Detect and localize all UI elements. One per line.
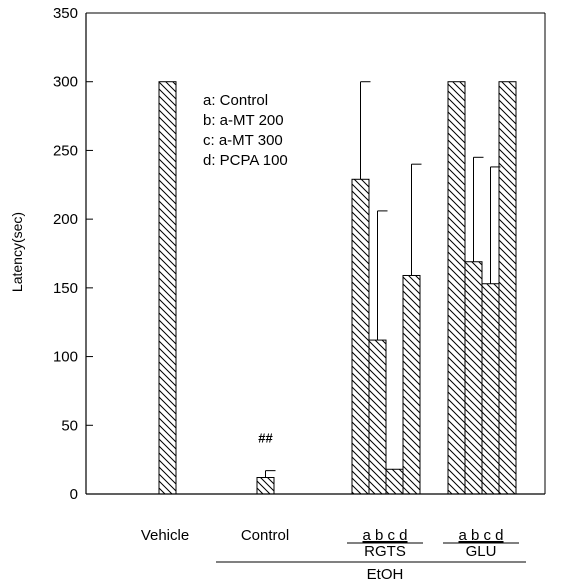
legend-entry: c: a-MT 300 <box>203 132 283 149</box>
significance-annotation: ## <box>258 431 273 446</box>
bar-rgts-c <box>385 468 404 495</box>
y-axis-title: Latency(sec) <box>9 212 25 292</box>
sub-bar-labels: a b c d <box>458 527 503 544</box>
bars-layer: ## <box>158 81 517 495</box>
y-axis: 0 50 100 150 200 250 300 350 <box>53 5 93 503</box>
group-label-glu: GLU <box>466 543 497 560</box>
bar-rgts-b <box>368 339 387 495</box>
bar-rgts-a <box>351 178 370 495</box>
bar-glu-a <box>447 81 466 495</box>
y-tick-label: 300 <box>53 74 78 91</box>
bar-glu-b <box>464 261 483 495</box>
y-tick-label: 250 <box>53 142 78 159</box>
bar-rgts-d <box>402 274 421 495</box>
bar-glu-c <box>481 283 500 495</box>
bar-vehicle <box>158 81 177 495</box>
y-tick-label: 150 <box>53 280 78 297</box>
y-tick-label: 0 <box>70 486 78 503</box>
y-tick-label: 100 <box>53 349 78 366</box>
super-group-label: EtOH <box>367 566 404 580</box>
group-label-vehicle: Vehicle <box>141 527 189 544</box>
bar-control <box>256 477 275 495</box>
legend-entry: d: PCPA 100 <box>203 152 288 169</box>
bar-glu-d <box>498 81 517 495</box>
group-label-control: Control <box>241 527 289 544</box>
group-label-rgts: RGTS <box>364 543 406 560</box>
legend-entry: b: a-MT 200 <box>203 112 284 129</box>
sub-bar-labels: a b c d <box>362 527 407 544</box>
y-tick-label: 50 <box>61 417 78 434</box>
y-tick-label: 350 <box>53 5 78 22</box>
y-tick-label: 200 <box>53 211 78 228</box>
legend-entry: a: Control <box>203 92 268 109</box>
legend: a: Control b: a-MT 200 c: a-MT 300 d: PCPA … <box>203 92 288 169</box>
